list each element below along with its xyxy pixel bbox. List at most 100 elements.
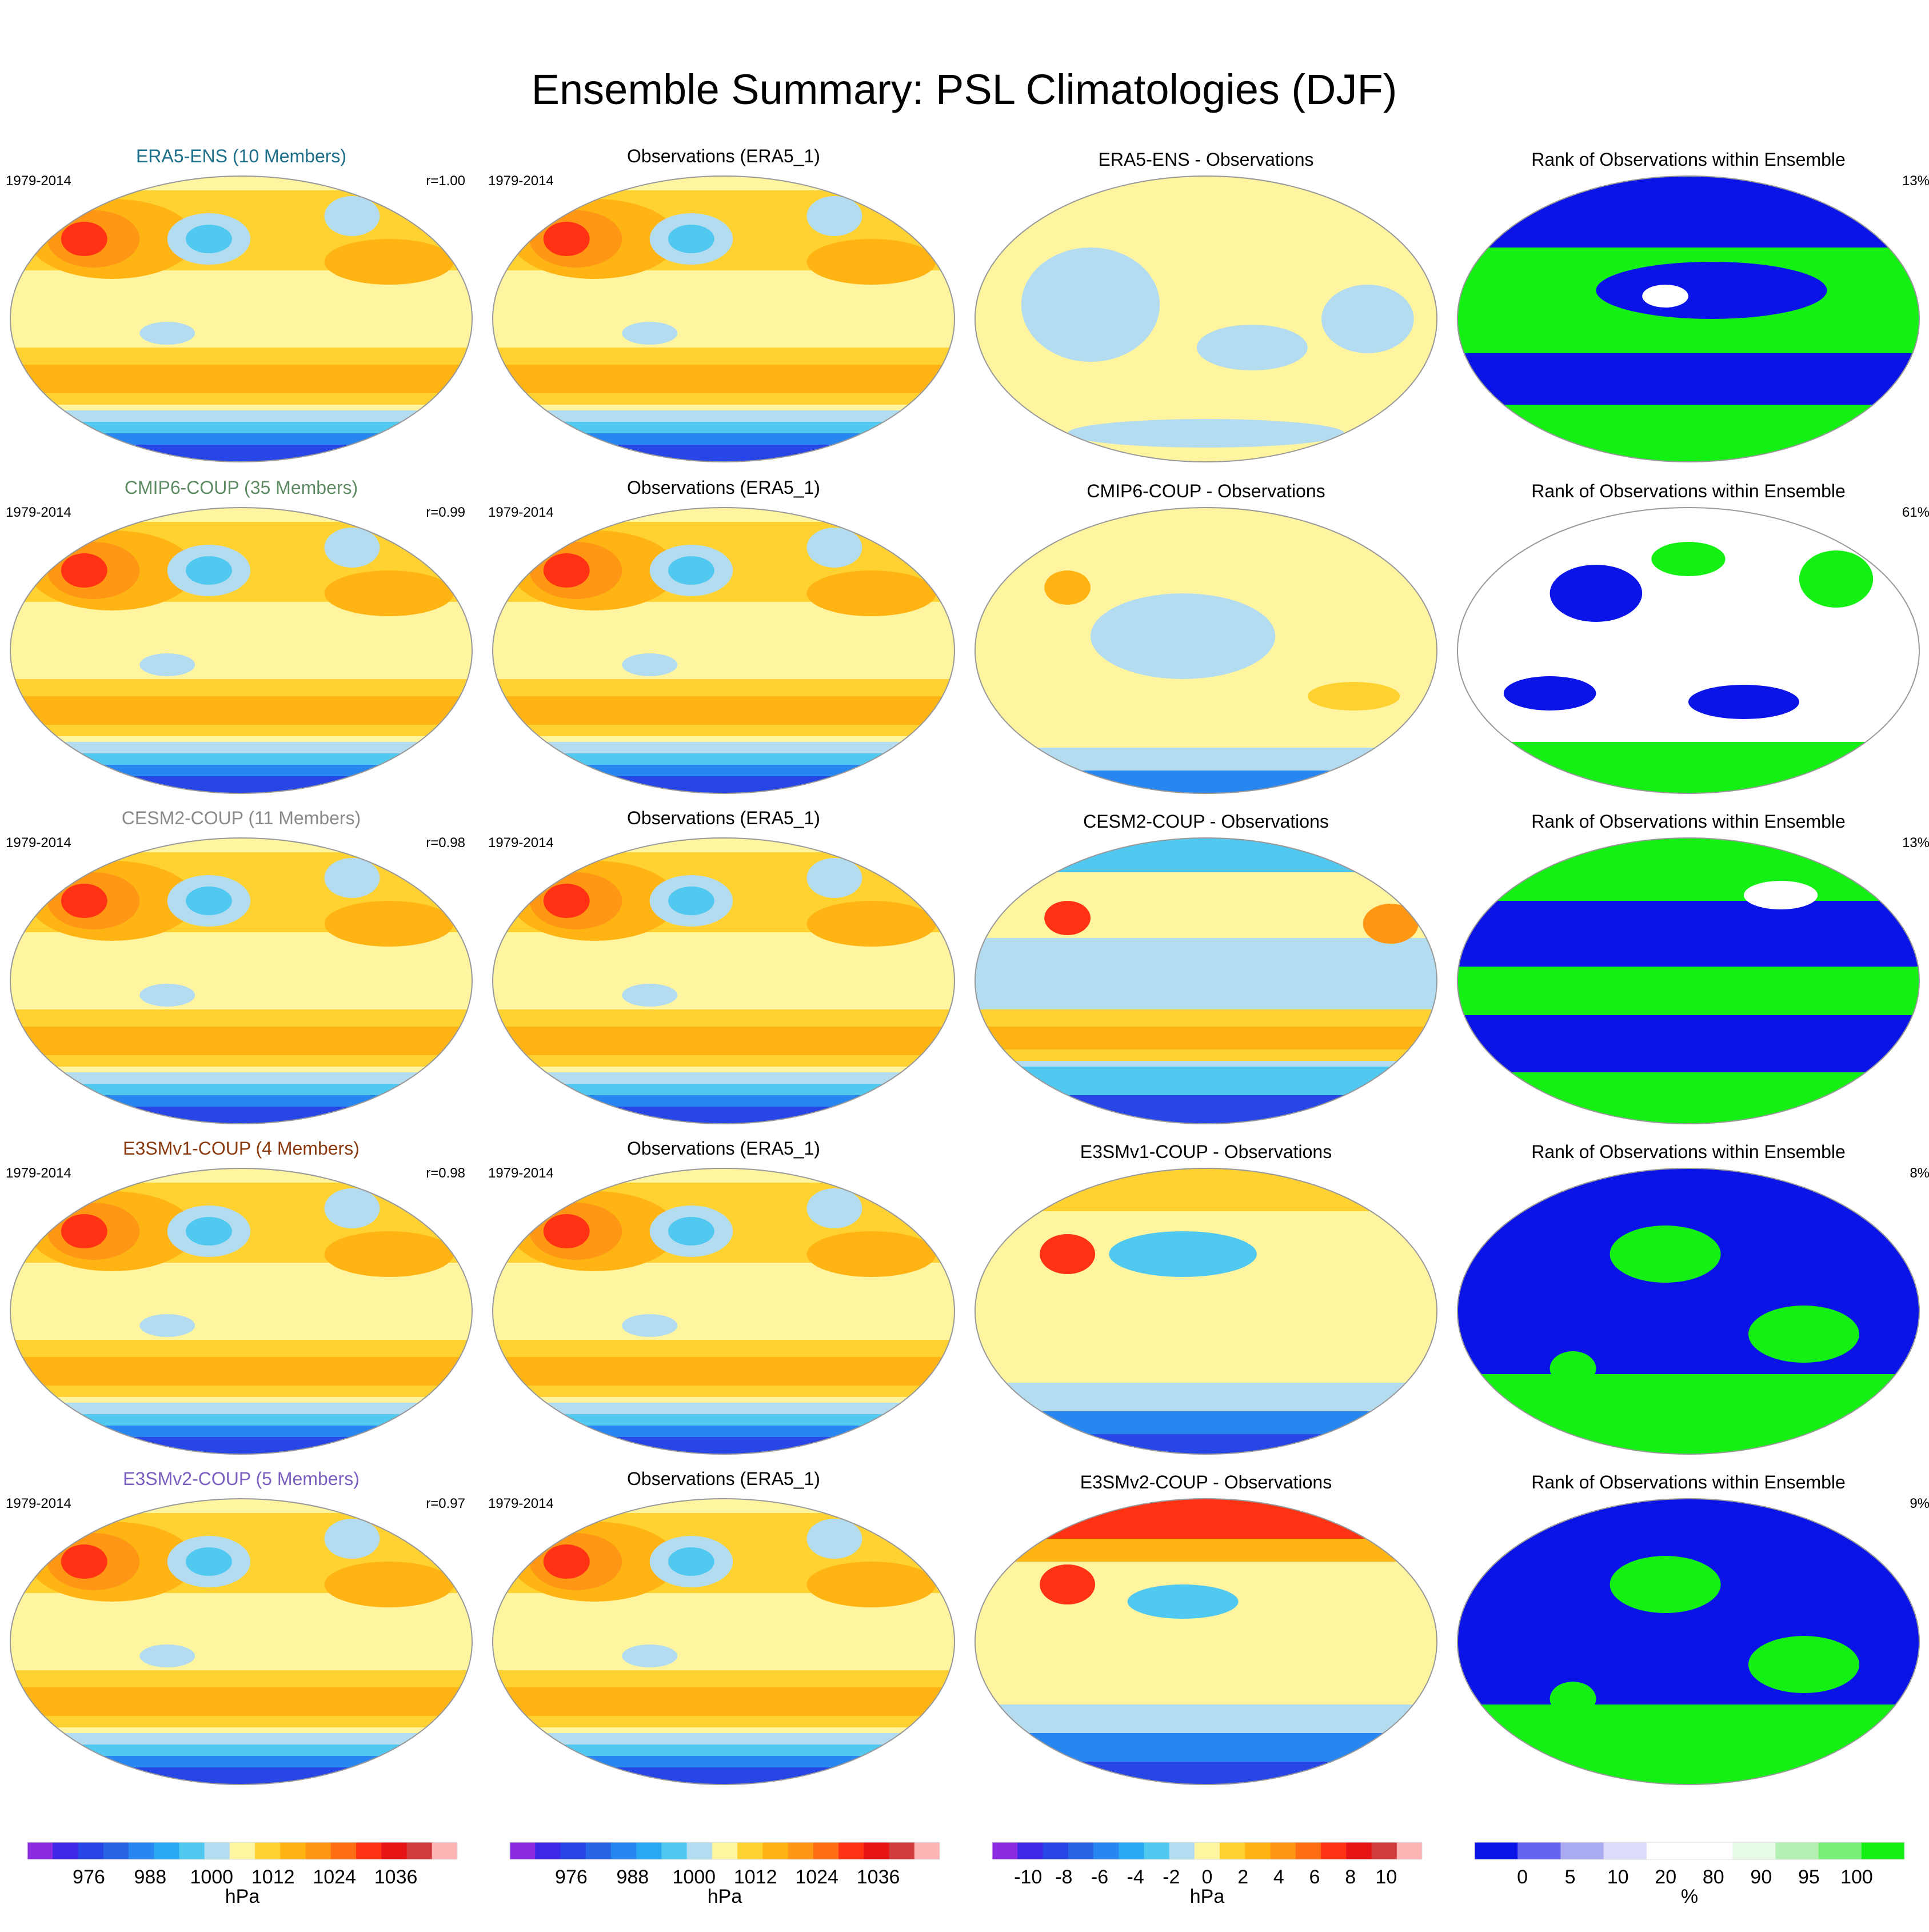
colorbar-unit: hPa [708,1886,742,1907]
colorbar-swatch [305,1842,332,1859]
observations-title: Observations (ERA5_1) [627,808,820,828]
difference-map-r2[interactable]: CMIP6-COUP - Observations [975,481,1437,794]
ensemble-map-r2[interactable]: CMIP6-COUP (35 Members) 1979-2014 r=0.99 [6,477,473,794]
difference-title: CMIP6-COUP - Observations [1087,481,1325,501]
map-field [975,508,1437,793]
map-outline [1457,1168,1920,1455]
difference-map-r3[interactable]: CESM2-COUP - Observations [975,811,1437,1124]
map-band [10,1072,472,1084]
colorbar-tick-label: 1024 [795,1866,838,1888]
difference-map-r1[interactable]: ERA5-ENS - Observations [975,149,1437,462]
observations-map-r1[interactable]: Observations (ERA5_1) 1979-2014 [488,146,955,462]
difference-map-r5[interactable]: E3SMv2-COUP - Observations [975,1472,1437,1785]
colorbar-tick-label: -4 [1127,1866,1144,1888]
period-label: 1979-2014 [488,1496,554,1511]
colorbar-swatch [53,1842,78,1859]
colorbar-tick-label: 5 [1565,1866,1576,1888]
colorbar-swatch [737,1842,763,1859]
map-band [493,1767,954,1785]
rank-title: Rank of Observations within Ensemble [1531,1141,1846,1162]
map-band [10,422,472,433]
map-field [493,1499,954,1785]
aleutian-low-core [668,1547,714,1576]
map-band [493,365,954,393]
colorbar-tick-label: 976 [555,1866,588,1888]
colorbar-swatch [560,1842,586,1859]
aleutian-low-core [186,887,232,915]
observations-map-r2[interactable]: Observations (ERA5_1) 1979-2014 [488,477,955,794]
observations-title: Observations (ERA5_1) [627,146,820,166]
rank-region [1651,542,1726,576]
map-band [975,1499,1437,1539]
azores-high [806,1562,936,1607]
colorbar-tick-label: 20 [1655,1866,1676,1888]
rank-map-r2[interactable]: Rank of Observations within Ensemble 61% [1457,481,1929,794]
map-outline [975,1168,1437,1455]
colorbar-swatch [103,1842,129,1859]
map-band [1457,838,1919,1124]
rank-percent-label: 61% [1902,505,1929,520]
maritime-continent-low [622,984,678,1007]
map-outline [10,1168,473,1455]
map-outline [492,1168,955,1455]
difference-map-r4[interactable]: E3SMv1-COUP - Observations [975,1141,1437,1455]
map-outline [975,837,1437,1124]
rank-map-r4[interactable]: Rank of Observations within Ensemble 8% [1457,1141,1929,1455]
correlation-label: r=0.97 [426,1496,465,1511]
map-band [10,696,472,725]
aleutian-low-core [186,1547,232,1576]
rank-region [1688,685,1799,719]
observations-map-r5[interactable]: Observations (ERA5_1) 1979-2014 [488,1468,955,1785]
colorbar-swatch [204,1842,230,1859]
map-band [10,753,472,765]
aleutian-low-core [668,887,714,915]
map-outline [492,175,955,462]
colorbar-swatch [356,1842,382,1859]
rank-map-r3[interactable]: Rank of Observations within Ensemble 13% [1457,811,1929,1124]
rank-map-r5[interactable]: Rank of Observations within Ensemble 9% [1457,1472,1929,1785]
map-field [493,1168,954,1454]
maritime-continent-low [622,1644,678,1667]
map-band [493,422,954,433]
map-band [10,1687,472,1716]
colorbar-swatch [330,1842,357,1859]
ensemble-map-r1[interactable]: ERA5-ENS (10 Members) 1979-2014 r=1.00 [6,146,473,462]
maritime-continent-low [139,653,195,676]
azores-high [324,901,454,947]
icelandic-low [324,528,380,568]
observations-map-r4[interactable]: Observations (ERA5_1) 1979-2014 [488,1138,955,1455]
observations-title: Observations (ERA5_1) [627,1138,820,1159]
map-band [493,445,954,462]
map-band [10,1733,472,1745]
map-outline [492,837,955,1124]
colorbar-swatch [229,1842,255,1859]
colorbar-swatch [1475,1842,1518,1859]
map-band [1457,176,1919,248]
colorbar-swatch [1295,1842,1321,1859]
ensemble-title: E3SMv1-COUP (4 Members) [123,1138,360,1159]
rank-map-r1[interactable]: Rank of Observations within Ensemble 13% [1457,149,1929,462]
colorbar-tick-label: 0 [1517,1866,1528,1888]
map-outline [975,1498,1437,1785]
rank-title: Rank of Observations within Ensemble [1531,149,1846,170]
map-field [493,176,954,462]
map-field [1457,1499,1919,1785]
colorbar-tick-label: -2 [1163,1866,1180,1888]
period-label: 1979-2014 [488,505,554,520]
map-band [493,1027,954,1055]
map-band [493,696,954,725]
observations-map-r3[interactable]: Observations (ERA5_1) 1979-2014 [488,808,955,1124]
colorbar-swatch [1321,1842,1347,1859]
diff-region [1040,1234,1096,1274]
map-outline [492,507,955,794]
colorbar-swatch [1245,1842,1271,1859]
colorbar-unit: hPa [225,1886,260,1907]
ensemble-map-r4[interactable]: E3SMv1-COUP (4 Members) 1979-2014 r=0.98 [6,1138,473,1455]
ensemble-map-r3[interactable]: CESM2-COUP (11 Members) 1979-2014 r=0.98 [6,808,473,1124]
period-label: 1979-2014 [6,173,71,189]
ensemble-map-r5[interactable]: E3SMv2-COUP (5 Members) 1979-2014 r=0.97 [6,1468,473,1785]
map-band [493,1745,954,1756]
map-band [493,742,954,753]
colorbar-swatch [1732,1842,1776,1859]
diff-region [1091,593,1276,679]
